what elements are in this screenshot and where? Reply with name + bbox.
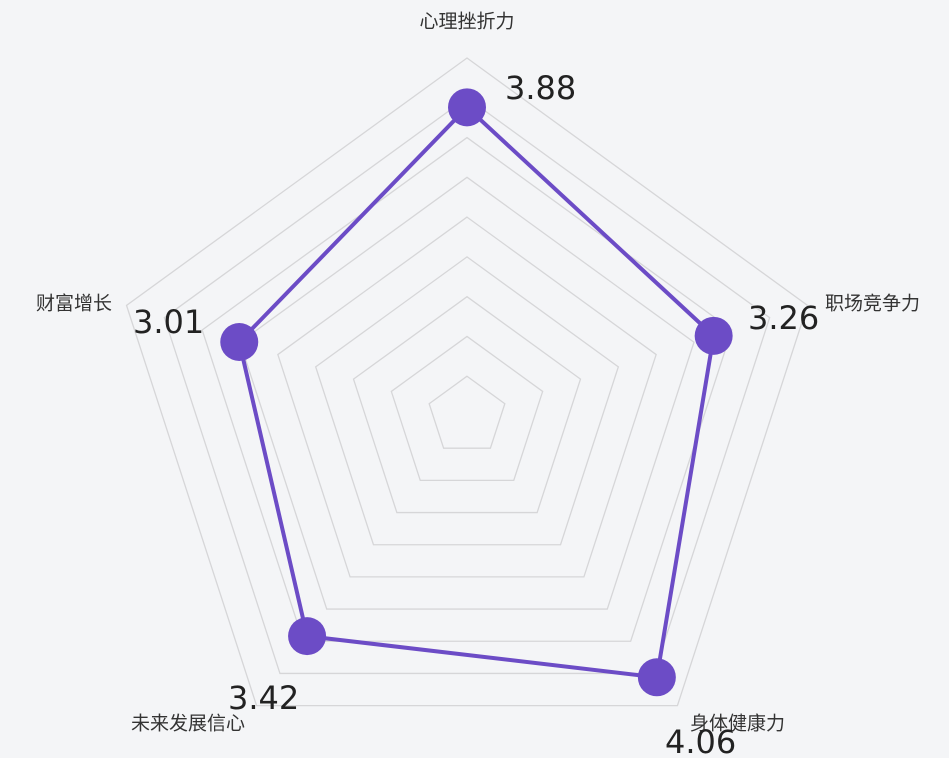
radar-point (448, 88, 486, 127)
radar-point (637, 658, 676, 697)
axis-label: 未来发展信心 (131, 713, 245, 735)
grid-ring (239, 176, 695, 610)
value-label: 4.06 (665, 723, 736, 758)
grid-ring (314, 256, 620, 546)
radar-point (220, 323, 259, 362)
value-label: 3.42 (228, 679, 299, 717)
value-label: 3.26 (748, 299, 819, 337)
grid-ring (163, 96, 771, 675)
radar-point (288, 617, 327, 656)
axis-label: 职场竞争力 (825, 293, 920, 315)
grid-ring (352, 295, 582, 514)
grid-ring (390, 335, 544, 482)
value-label: 3.88 (505, 69, 576, 107)
grid-ring (201, 136, 733, 642)
axis-label: 财富增长 (36, 293, 112, 315)
axis-label: 心理挫折力 (419, 11, 514, 33)
grid-ring (277, 216, 657, 578)
grid-ring (125, 57, 809, 707)
axis-label: 身体健康力 (690, 713, 785, 735)
radar-line (237, 105, 716, 680)
grid-ring (428, 375, 506, 449)
value-label: 3.01 (133, 303, 204, 341)
radar-point (694, 316, 733, 355)
